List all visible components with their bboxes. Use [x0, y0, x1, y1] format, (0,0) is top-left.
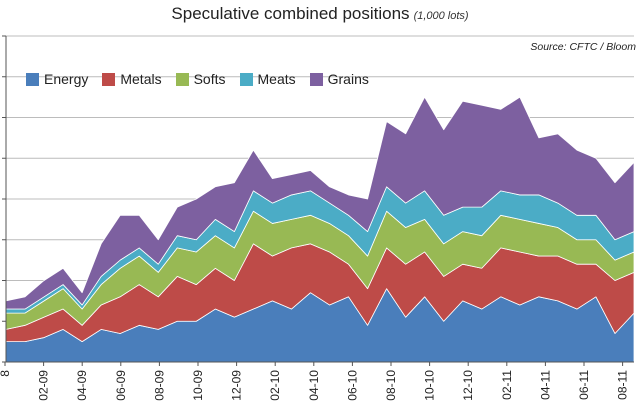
x-tick-label: 04-09 [75, 370, 89, 401]
chart-title-main: Speculative combined positions [171, 4, 410, 23]
x-tick-labels: 8 02-09 04-09 06-09 08-09 10-09 12-09 02-10 04-1… [0, 370, 630, 401]
legend-label: Meats [257, 71, 296, 87]
legend-label: Metals [120, 71, 162, 87]
x-tick-label: 12-09 [230, 370, 244, 401]
x-tick-label: 06-11 [577, 370, 591, 400]
legend-label: Grains [327, 71, 369, 87]
legend-item-meats: Meats [239, 71, 296, 87]
x-tick-label: 08-10 [384, 370, 398, 401]
chart-subtitle: (1,000 lots) [413, 10, 469, 22]
x-tick-label: 02-09 [37, 370, 51, 401]
chart-title: Speculative combined positions (1,000 lot… [0, 4, 640, 24]
legend-item-metals: Metals [102, 71, 162, 87]
legend-swatch [26, 72, 39, 86]
x-tick-label: 8 [0, 370, 12, 377]
x-tick-label: 06-10 [345, 370, 359, 401]
legend: Energy Metals Softs Meats Grains [26, 71, 369, 87]
series-areas [5, 96, 635, 363]
x-tick-label: 02-11 [500, 370, 514, 400]
chart-source: Source: CFTC / Bloom [530, 41, 636, 53]
x-tick-label: 04-10 [307, 370, 321, 401]
legend-label: Energy [44, 71, 89, 87]
series-area-grains [5, 96, 635, 310]
x-tick-label: 02-10 [268, 370, 282, 401]
x-tick-label: 08-11 [616, 370, 630, 400]
legend-label: Softs [193, 71, 226, 87]
axes [2, 35, 634, 366]
legend-item-softs: Softs [175, 71, 226, 87]
x-tick-label: 10-10 [423, 370, 437, 401]
legend-swatch [102, 72, 116, 86]
x-tick-label: 12-10 [461, 370, 475, 401]
x-tick-label: 08-09 [152, 370, 166, 401]
x-tick-label: 10-09 [191, 370, 205, 401]
legend-swatch [175, 72, 189, 86]
legend-swatch [239, 72, 253, 86]
legend-swatch [309, 72, 323, 86]
x-tick-label: 04-11 [538, 370, 552, 400]
legend-item-energy: Energy [26, 71, 88, 87]
legend-item-grains: Grains [309, 71, 369, 87]
x-tick-label: 06-09 [114, 370, 128, 401]
